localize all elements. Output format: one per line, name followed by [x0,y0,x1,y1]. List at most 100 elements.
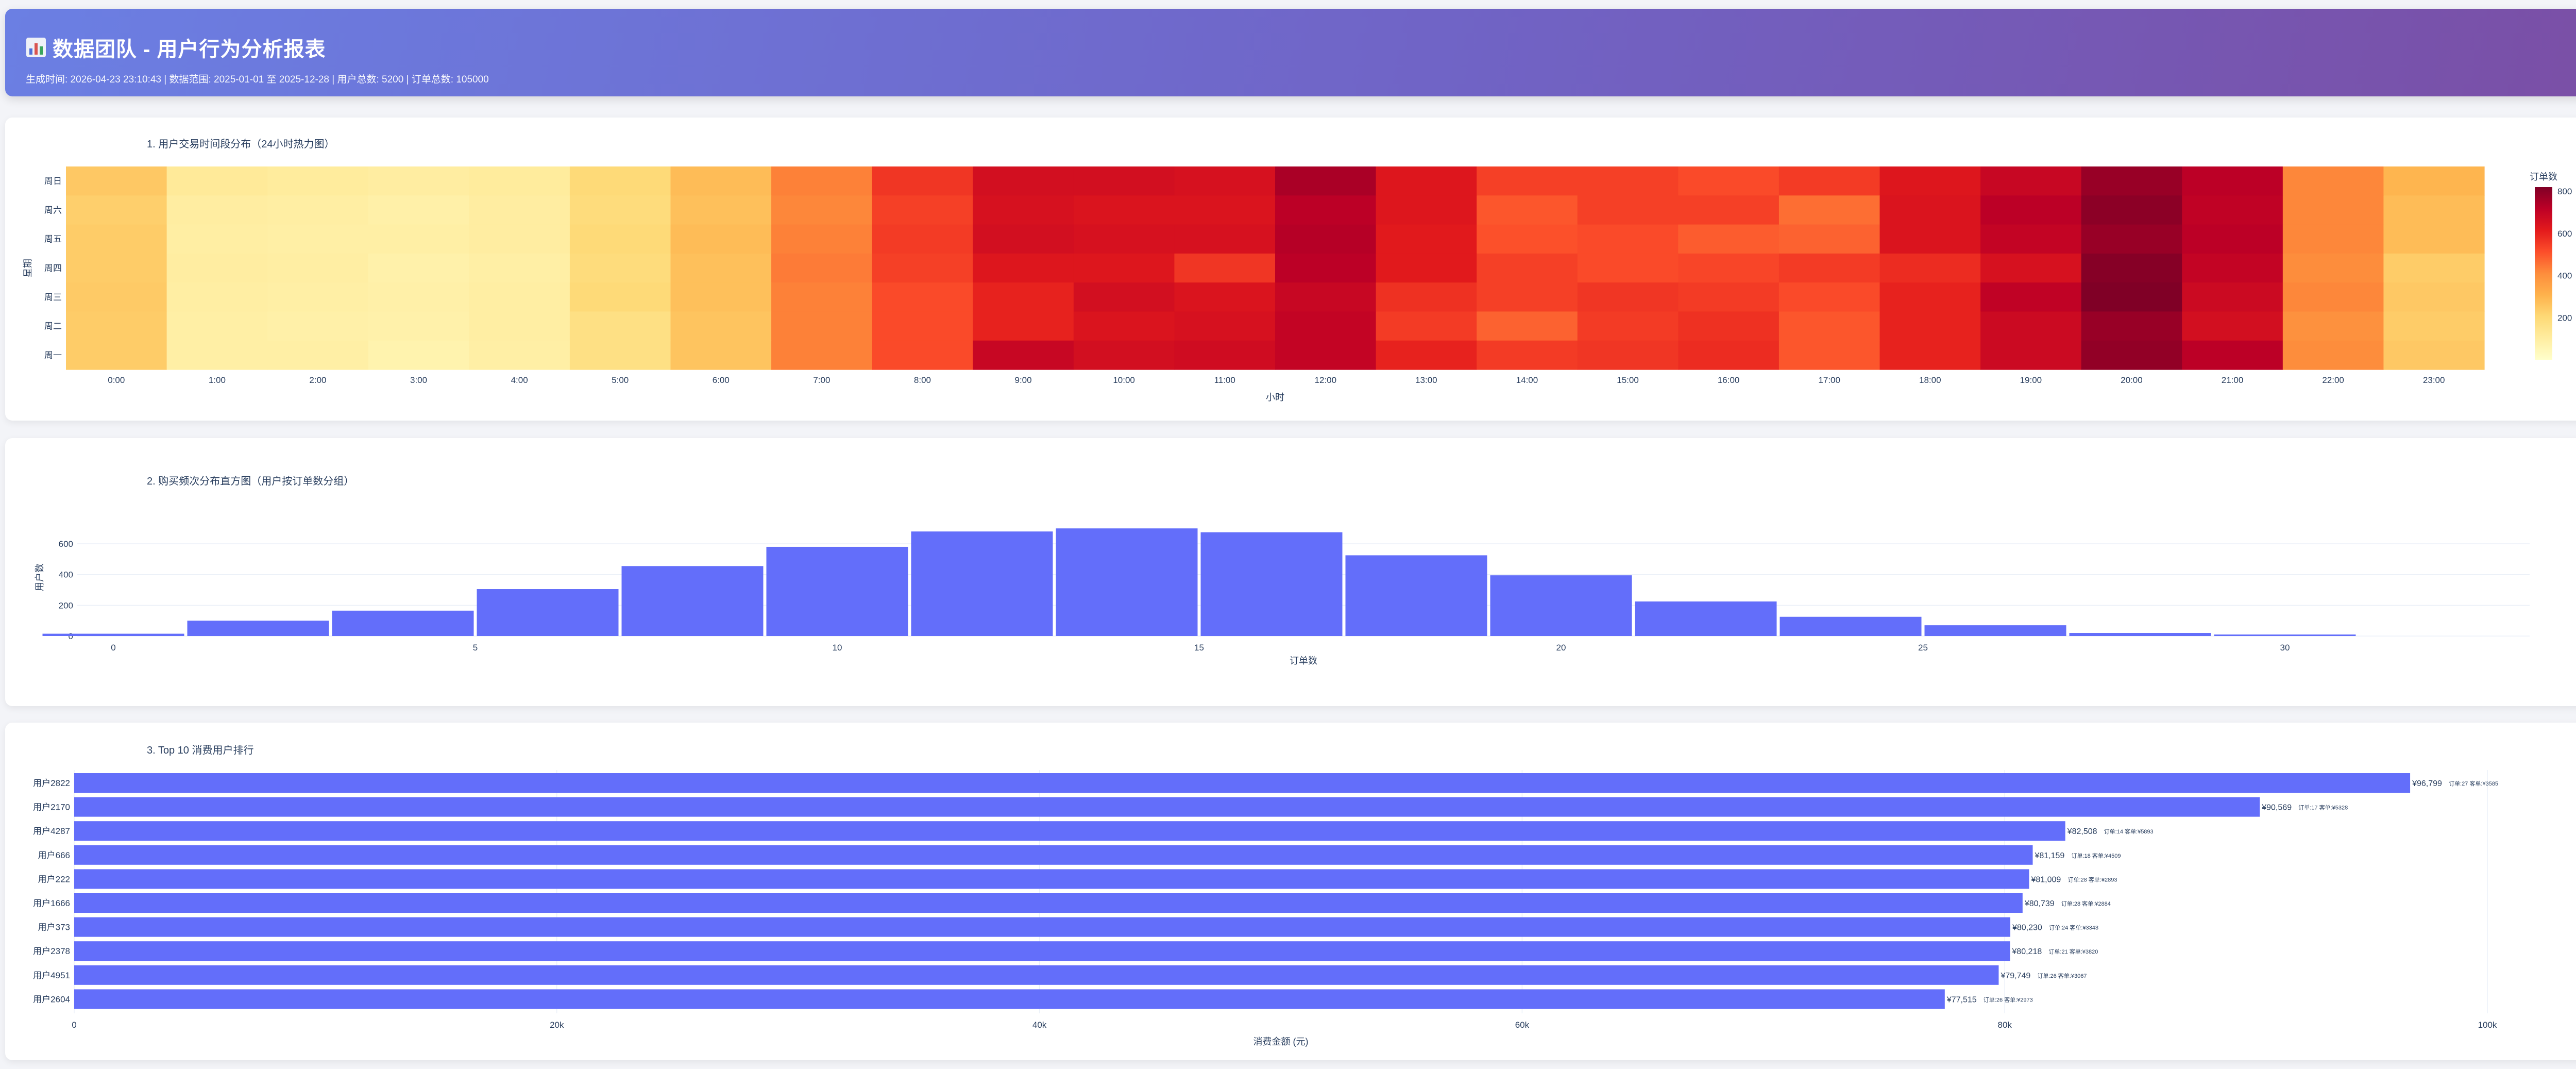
heatmap-cell[interactable] [368,282,469,312]
top-users-bar[interactable] [74,797,2260,817]
heatmap-cell[interactable] [1980,340,2082,370]
heatmap-cell[interactable] [670,311,772,341]
heatmap-cell[interactable] [2182,224,2283,254]
top-users-bar[interactable] [74,845,2033,865]
heatmap-cell[interactable] [670,195,772,225]
heatmap-cell[interactable] [267,166,369,196]
heatmap-cell[interactable] [771,224,873,254]
heatmap-cell[interactable] [1778,224,1880,254]
heatmap-cell[interactable] [2383,282,2485,312]
heatmap-cell[interactable] [1073,253,1175,283]
histogram-bar[interactable] [1056,528,1198,636]
heatmap-cell[interactable] [267,282,369,312]
heatmap-cell[interactable] [368,340,469,370]
heatmap-cell[interactable] [1477,253,1578,283]
heatmap-cell[interactable] [2081,340,2182,370]
heatmap-cell[interactable] [973,282,1074,312]
histogram-bar[interactable] [332,610,474,636]
heatmap-cell[interactable] [1879,195,1981,225]
heatmap-cell[interactable] [569,282,671,312]
heatmap-cell[interactable] [1174,311,1276,341]
heatmap-cell[interactable] [1577,195,1679,225]
heatmap-cell[interactable] [771,282,873,312]
top-users-bar[interactable] [74,773,2411,793]
heatmap-cell[interactable] [1980,195,2082,225]
histogram-bar[interactable] [1780,616,1922,636]
heatmap-cell[interactable] [166,253,268,283]
heatmap-cell[interactable] [1980,224,2082,254]
heatmap-cell[interactable] [1174,195,1276,225]
heatmap-cell[interactable] [1174,340,1276,370]
heatmap-cell[interactable] [1073,195,1175,225]
heatmap-cell[interactable] [66,311,167,341]
heatmap-cell[interactable] [166,340,268,370]
heatmap-cell[interactable] [1275,253,1377,283]
heatmap-cell[interactable] [2282,311,2384,341]
heatmap-cell[interactable] [1577,253,1679,283]
heatmap-cell[interactable] [2081,195,2182,225]
heatmap-cell[interactable] [469,253,570,283]
histogram-bar[interactable] [766,546,908,636]
heatmap-cell[interactable] [973,224,1074,254]
heatmap-cell[interactable] [2182,340,2283,370]
heatmap-cell[interactable] [1778,166,1880,196]
heatmap-cell[interactable] [1879,166,1981,196]
histogram-bar[interactable] [1200,532,1343,637]
heatmap-cell[interactable] [66,166,167,196]
top-users-bar[interactable] [74,941,2010,961]
heatmap-cell[interactable] [670,166,772,196]
heatmap-cell[interactable] [1778,195,1880,225]
heatmap-cell[interactable] [1980,311,2082,341]
heatmap-cell[interactable] [1778,282,1880,312]
histogram-bar[interactable] [477,589,619,636]
heatmap-cell[interactable] [973,195,1074,225]
heatmap-cell[interactable] [2182,195,2283,225]
heatmap-cell[interactable] [2282,224,2384,254]
heatmap-cell[interactable] [872,224,973,254]
heatmap-cell[interactable] [569,195,671,225]
heatmap-cell[interactable] [872,311,973,341]
heatmap-cell[interactable] [1980,166,2082,196]
heatmap-cell[interactable] [1376,282,1477,312]
histogram-bar[interactable] [1345,555,1487,637]
heatmap-cell[interactable] [2182,253,2283,283]
heatmap-cell[interactable] [66,340,167,370]
heatmap-cell[interactable] [1376,311,1477,341]
heatmap-cell[interactable] [267,253,369,283]
heatmap-cell[interactable] [368,166,469,196]
heatmap-cell[interactable] [1376,340,1477,370]
heatmap-cell[interactable] [2081,224,2182,254]
heatmap-cell[interactable] [1678,166,1780,196]
heatmap-cell[interactable] [2282,166,2384,196]
heatmap-cell[interactable] [1376,166,1477,196]
heatmap-cell[interactable] [1879,340,1981,370]
heatmap-cell[interactable] [469,311,570,341]
heatmap-cell[interactable] [1477,282,1578,312]
heatmap-cell[interactable] [2081,253,2182,283]
heatmap-cell[interactable] [1678,311,1780,341]
heatmap-cell[interactable] [2282,195,2384,225]
histogram-bar[interactable] [911,531,1053,636]
heatmap-cell[interactable] [872,166,973,196]
heatmap-cell[interactable] [569,253,671,283]
heatmap-cell[interactable] [166,282,268,312]
heatmap-cell[interactable] [166,224,268,254]
heatmap-cell[interactable] [66,253,167,283]
heatmap-cell[interactable] [1577,166,1679,196]
heatmap-cell[interactable] [771,340,873,370]
heatmap-cell[interactable] [670,282,772,312]
heatmap-cell[interactable] [569,166,671,196]
heatmap-cell[interactable] [1778,311,1880,341]
heatmap-cell[interactable] [1376,253,1477,283]
heatmap-cell[interactable] [1980,282,2082,312]
heatmap-cell[interactable] [166,311,268,341]
heatmap-cell[interactable] [66,282,167,312]
heatmap-cell[interactable] [1577,282,1679,312]
heatmap-cell[interactable] [1879,282,1981,312]
histogram-bar[interactable] [1924,625,2066,636]
heatmap-cell[interactable] [670,224,772,254]
heatmap-cell[interactable] [2383,340,2485,370]
heatmap-cell[interactable] [1477,224,1578,254]
